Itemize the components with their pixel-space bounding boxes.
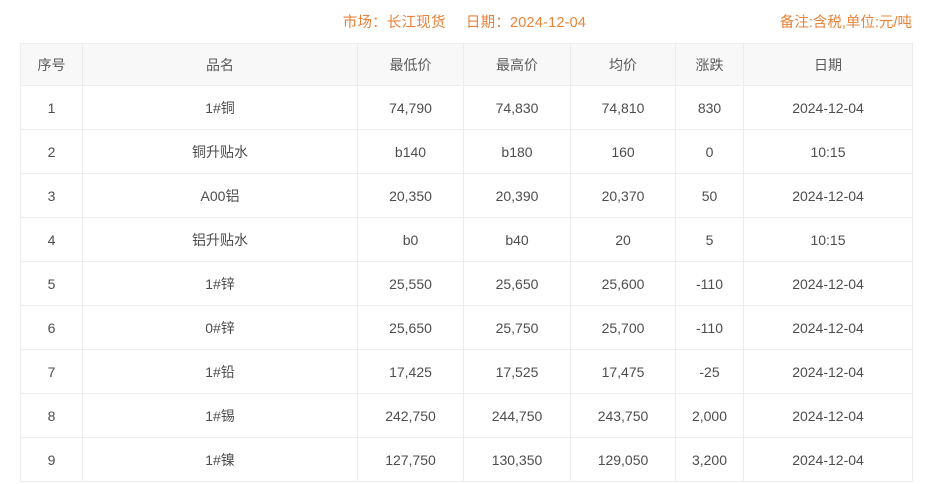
cell-index: 4 xyxy=(20,217,83,262)
cell-low: 17,425 xyxy=(357,349,464,394)
cell-date: 10:15 xyxy=(743,129,913,174)
cell-date: 2024-12-04 xyxy=(743,173,913,218)
cell-low: 127,750 xyxy=(357,437,464,482)
price-table-container: 序号 品名 最低价 最高价 均价 涨跌 日期 1 1#铜 74,790 74,830 7… xyxy=(20,43,913,482)
cell-low: b140 xyxy=(357,129,464,174)
cell-high: 25,750 xyxy=(463,305,571,350)
cell-average: 74,810 xyxy=(570,85,676,130)
cell-change: 5 xyxy=(675,217,744,262)
column-header-date: 日期 xyxy=(743,43,913,86)
caption-bar: 市场：长江现货 日期：2024-12-04 备注:含税,单位:元/吨 xyxy=(0,0,929,40)
cell-average: 25,600 xyxy=(570,261,676,306)
table-row[interactable]: 7 1#铅 17,425 17,525 17,475 -25 2024-12-04 xyxy=(20,349,913,394)
cell-high: 244,750 xyxy=(463,393,571,438)
cell-change: 50 xyxy=(675,173,744,218)
cell-average: 20 xyxy=(570,217,676,262)
cell-name: 1#铜 xyxy=(82,85,358,130)
cell-name: 铜升贴水 xyxy=(82,129,358,174)
cell-index: 9 xyxy=(20,437,83,482)
cell-change: 3,200 xyxy=(675,437,744,482)
cell-change: -110 xyxy=(675,305,744,350)
cell-name: 0#锌 xyxy=(82,305,358,350)
cell-date: 2024-12-04 xyxy=(743,85,913,130)
cell-average: 160 xyxy=(570,129,676,174)
cell-change: 0 xyxy=(675,129,744,174)
table-body: 1 1#铜 74,790 74,830 74,810 830 2024-12-04 2 铜升贴水… xyxy=(20,85,913,482)
column-header-name: 品名 xyxy=(82,43,358,86)
cell-high: 20,390 xyxy=(463,173,571,218)
cell-name: 1#铅 xyxy=(82,349,358,394)
table-row[interactable]: 8 1#锡 242,750 244,750 243,750 2,000 2024-12-04 xyxy=(20,393,913,438)
date-label: 日期：2024-12-04 xyxy=(465,15,587,31)
cell-change: -25 xyxy=(675,349,744,394)
cell-change: 830 xyxy=(675,85,744,130)
column-header-low: 最低价 xyxy=(357,43,464,86)
table-row[interactable]: 2 铜升贴水 b140 b180 160 0 10:15 xyxy=(20,129,913,174)
cell-average: 20,370 xyxy=(570,173,676,218)
cell-change: -110 xyxy=(675,261,744,306)
column-header-index: 序号 xyxy=(20,43,83,86)
table-row[interactable]: 9 1#镍 127,750 130,350 129,050 3,200 2024-12-04 xyxy=(20,437,913,482)
cell-index: 2 xyxy=(20,129,83,174)
cell-name: 1#锡 xyxy=(82,393,358,438)
cell-low: 25,550 xyxy=(357,261,464,306)
cell-low: b0 xyxy=(357,217,464,262)
cell-low: 242,750 xyxy=(357,393,464,438)
table-row[interactable]: 3 A00铝 20,350 20,390 20,370 50 2024-12-04 xyxy=(20,173,913,218)
cell-index: 6 xyxy=(20,305,83,350)
cell-high: 74,830 xyxy=(463,85,571,130)
cell-average: 129,050 xyxy=(570,437,676,482)
cell-index: 8 xyxy=(20,393,83,438)
table-header-row: 序号 品名 最低价 最高价 均价 涨跌 日期 xyxy=(20,43,913,86)
cell-date: 2024-12-04 xyxy=(743,261,913,306)
cell-low: 20,350 xyxy=(357,173,464,218)
cell-high: 130,350 xyxy=(463,437,571,482)
cell-low: 74,790 xyxy=(357,85,464,130)
cell-change: 2,000 xyxy=(675,393,744,438)
market-date-caption: 市场：长江现货 日期：2024-12-04 xyxy=(0,11,929,32)
cell-date: 2024-12-04 xyxy=(743,393,913,438)
cell-index: 5 xyxy=(20,261,83,306)
cell-average: 243,750 xyxy=(570,393,676,438)
cell-name: 1#镍 xyxy=(82,437,358,482)
table-row[interactable]: 6 0#锌 25,650 25,750 25,700 -110 2024-12-04 xyxy=(20,305,913,350)
cell-date: 2024-12-04 xyxy=(743,349,913,394)
cell-name: A00铝 xyxy=(82,173,358,218)
cell-index: 3 xyxy=(20,173,83,218)
cell-high: b40 xyxy=(463,217,571,262)
cell-date: 2024-12-04 xyxy=(743,437,913,482)
spot-price-table: 序号 品名 最低价 最高价 均价 涨跌 日期 1 1#铜 74,790 74,830 7… xyxy=(20,43,913,482)
column-header-average: 均价 xyxy=(570,43,676,86)
cell-average: 25,700 xyxy=(570,305,676,350)
cell-name: 铝升贴水 xyxy=(82,217,358,262)
column-header-high: 最高价 xyxy=(463,43,571,86)
table-row[interactable]: 4 铝升贴水 b0 b40 20 5 10:15 xyxy=(20,217,913,262)
cell-name: 1#锌 xyxy=(82,261,358,306)
cell-average: 17,475 xyxy=(570,349,676,394)
table-row[interactable]: 5 1#锌 25,550 25,650 25,600 -110 2024-12-04 xyxy=(20,261,913,306)
cell-high: b180 xyxy=(463,129,571,174)
cell-index: 1 xyxy=(20,85,83,130)
cell-high: 25,650 xyxy=(463,261,571,306)
cell-index: 7 xyxy=(20,349,83,394)
remark-label: 备注:含税,单位:元/吨 xyxy=(779,15,912,31)
market-label: 市场：长江现货 xyxy=(342,15,446,31)
column-header-change: 涨跌 xyxy=(675,43,744,86)
cell-high: 17,525 xyxy=(463,349,571,394)
cell-date: 2024-12-04 xyxy=(743,305,913,350)
table-row[interactable]: 1 1#铜 74,790 74,830 74,810 830 2024-12-04 xyxy=(20,85,913,130)
cell-date: 10:15 xyxy=(743,217,913,262)
cell-low: 25,650 xyxy=(357,305,464,350)
